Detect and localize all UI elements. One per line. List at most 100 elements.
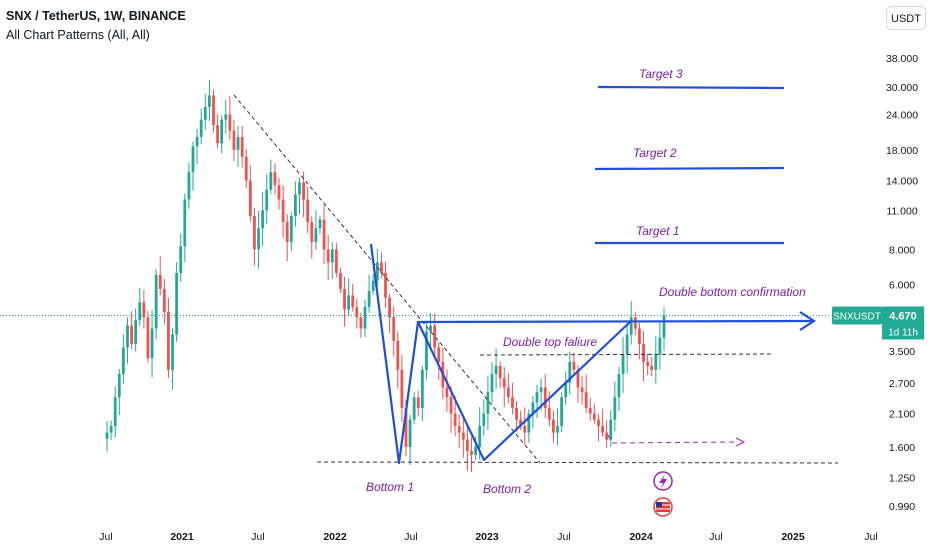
candle-body bbox=[523, 425, 527, 433]
candle bbox=[588, 397, 592, 421]
candle bbox=[584, 374, 588, 414]
candle bbox=[457, 414, 461, 448]
candle-body bbox=[179, 246, 183, 273]
candle bbox=[597, 413, 600, 442]
candle bbox=[326, 235, 330, 281]
candle-body bbox=[429, 325, 432, 332]
candle-body bbox=[539, 387, 543, 393]
neckline-arrowhead bbox=[799, 311, 817, 331]
annotation-label: Bottom 2 bbox=[483, 482, 531, 496]
candle bbox=[322, 204, 326, 265]
candle-body bbox=[486, 392, 490, 414]
projection-path bbox=[607, 434, 739, 444]
candle bbox=[130, 311, 133, 349]
candle-body bbox=[547, 407, 551, 420]
candle-body bbox=[126, 325, 129, 348]
candle bbox=[285, 213, 289, 262]
time-axis: Jul 2021 Jul 2022 Jul 2023 Jul 2024 Jul 2025 Jul bbox=[99, 531, 877, 543]
candle bbox=[609, 410, 613, 447]
price-tick-label: 6.000 bbox=[889, 280, 915, 292]
candle bbox=[154, 269, 158, 340]
candle-body bbox=[195, 136, 199, 147]
candle-body bbox=[191, 146, 195, 173]
candle bbox=[572, 352, 576, 374]
candle-body bbox=[359, 317, 363, 329]
candle-body bbox=[216, 125, 219, 144]
candle-body bbox=[633, 317, 637, 329]
candle-body bbox=[310, 221, 314, 242]
candle-body bbox=[113, 397, 117, 426]
downtrend-line bbox=[233, 94, 541, 464]
candle-body bbox=[142, 302, 146, 318]
candle bbox=[523, 407, 527, 445]
candle bbox=[425, 320, 428, 380]
us-flag-event-icon bbox=[653, 497, 673, 517]
price-tick-label: 18.000 bbox=[886, 145, 918, 157]
candle-body bbox=[490, 373, 494, 393]
candle-body bbox=[265, 189, 269, 211]
candle-body bbox=[609, 419, 613, 440]
candle-body bbox=[175, 272, 179, 335]
price-tick-label: 0.990 bbox=[889, 501, 915, 513]
candle-body bbox=[592, 413, 596, 420]
candle bbox=[261, 192, 265, 246]
candle bbox=[265, 174, 269, 225]
candle bbox=[359, 312, 363, 338]
candle-body bbox=[388, 297, 391, 318]
candle bbox=[212, 89, 215, 133]
candle bbox=[662, 307, 666, 351]
candle bbox=[203, 93, 207, 130]
annotations-layer: Target 3 Target 2 Target 1 Double bottom co… bbox=[366, 67, 924, 517]
candle-body bbox=[347, 295, 351, 310]
candle bbox=[531, 395, 535, 428]
indicator-label[interactable]: All Chart Patterns (All, All) bbox=[6, 28, 150, 42]
candle bbox=[150, 310, 154, 378]
candle bbox=[298, 177, 301, 215]
candle bbox=[293, 181, 297, 227]
currency-button[interactable]: USDT bbox=[886, 6, 926, 30]
candle-body bbox=[220, 119, 224, 144]
candle-body bbox=[187, 172, 191, 200]
candle-body bbox=[437, 347, 441, 362]
candle bbox=[289, 212, 293, 252]
candle bbox=[187, 162, 191, 209]
time-tick-label: Jul bbox=[251, 531, 264, 543]
candle bbox=[437, 341, 441, 381]
price-tick-label: 24.000 bbox=[886, 109, 918, 121]
price-tick-label: 3.500 bbox=[889, 346, 915, 358]
candle bbox=[490, 362, 494, 403]
candle-body bbox=[449, 397, 453, 414]
candle-body bbox=[478, 425, 482, 448]
candle bbox=[269, 159, 273, 194]
neckline bbox=[417, 319, 813, 324]
candle-body bbox=[269, 172, 273, 190]
candle bbox=[433, 313, 437, 358]
candle bbox=[281, 184, 285, 238]
candle bbox=[191, 141, 195, 191]
candle-body bbox=[396, 340, 400, 370]
candle bbox=[470, 437, 473, 473]
candle bbox=[543, 374, 547, 418]
candle-body bbox=[162, 288, 166, 313]
candle bbox=[306, 186, 310, 234]
candle bbox=[552, 410, 555, 443]
candle bbox=[502, 367, 506, 408]
candle bbox=[560, 392, 564, 433]
candle bbox=[199, 108, 203, 145]
candle bbox=[330, 241, 334, 280]
candle-body bbox=[498, 365, 502, 379]
candle bbox=[232, 120, 236, 162]
candle-body bbox=[244, 156, 248, 181]
candle-body bbox=[232, 130, 236, 150]
candle-body bbox=[212, 95, 215, 126]
candle-body bbox=[662, 315, 666, 338]
candle bbox=[515, 401, 518, 432]
candle bbox=[105, 421, 109, 452]
candle bbox=[367, 274, 371, 313]
candle-body bbox=[580, 387, 584, 393]
candle-body bbox=[322, 219, 326, 250]
price-axis: 38.000 30.000 24.000 18.000 14.000 11.000 8.00… bbox=[886, 53, 918, 513]
annotation-label: Target 2 bbox=[633, 146, 677, 160]
time-tick-label: Jul bbox=[99, 531, 112, 543]
